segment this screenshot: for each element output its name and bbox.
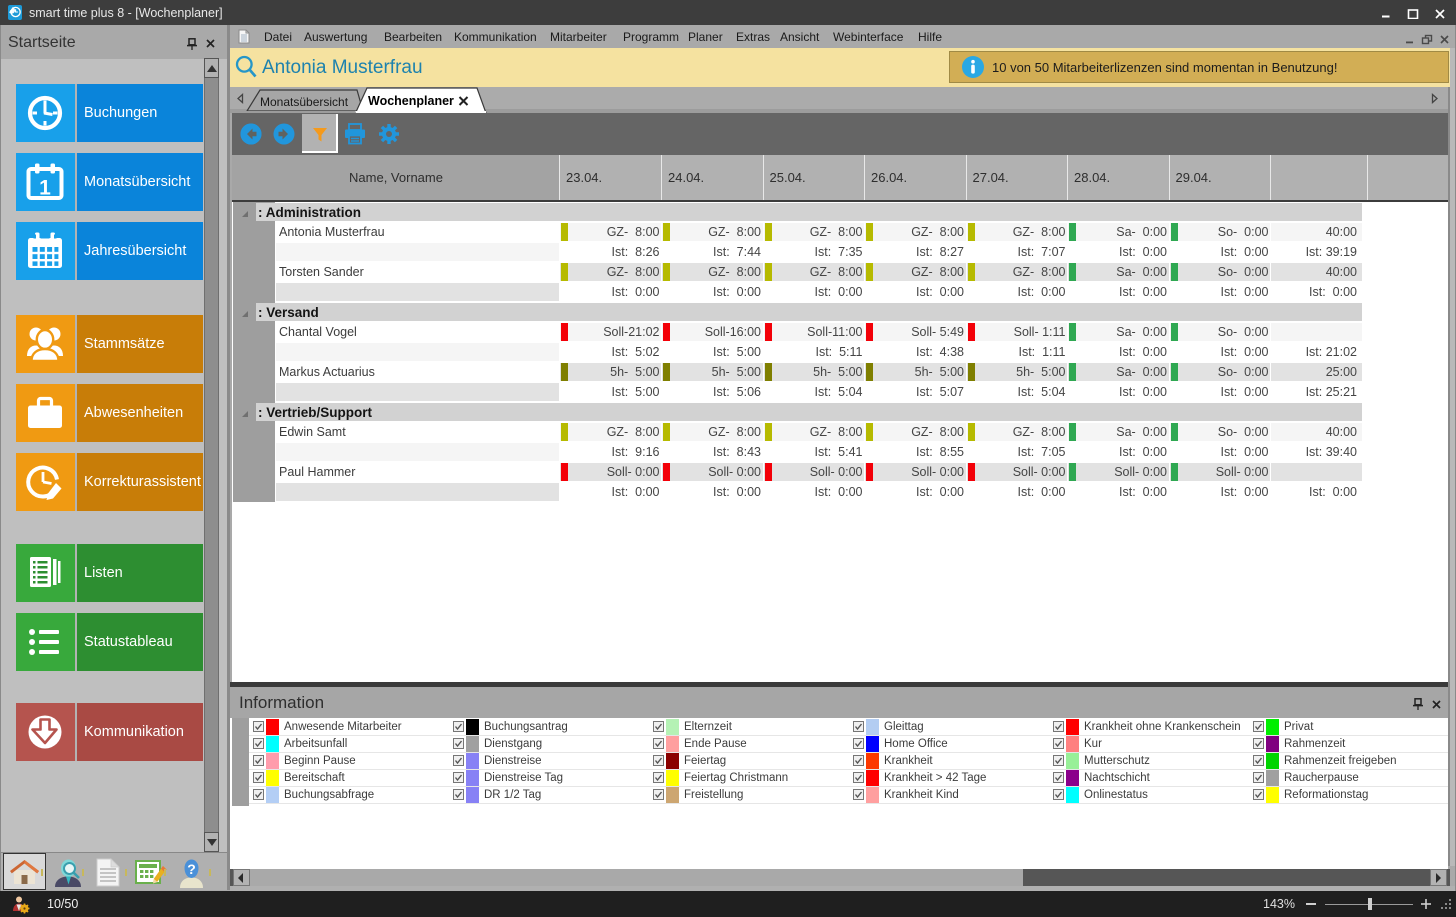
svg-text:1: 1 bbox=[39, 177, 51, 200]
svg-text:?: ? bbox=[187, 861, 196, 877]
